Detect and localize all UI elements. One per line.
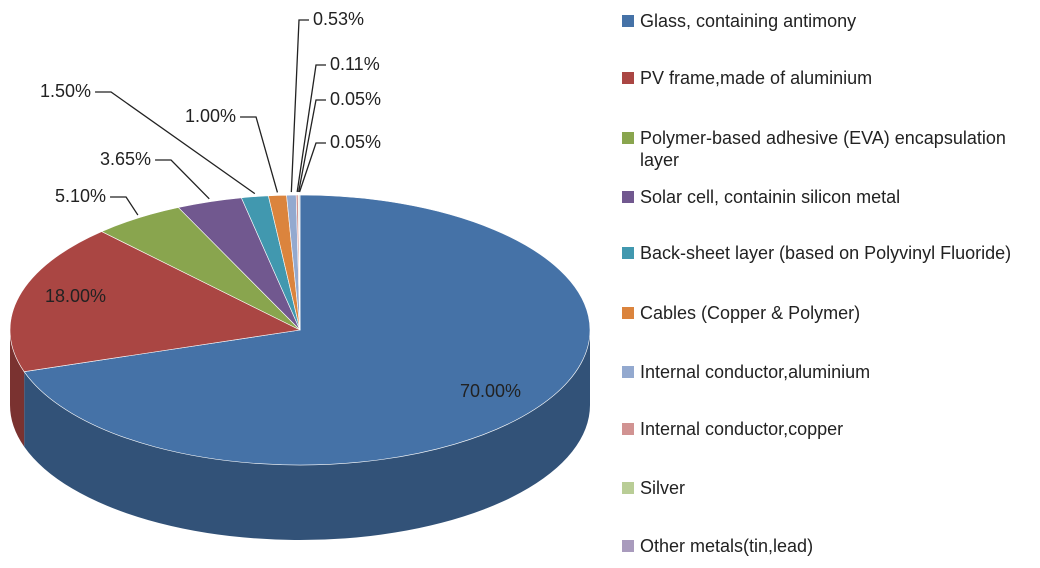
legend-entry: PV frame,made of aluminium — [622, 67, 1037, 89]
legend-label: Polymer-based adhesive (EVA) encapsulati… — [640, 128, 1006, 170]
leader-line — [290, 19, 309, 193]
legend-entry: Other metals(tin,lead) — [622, 535, 1037, 557]
legend-label: PV frame,made of aluminium — [640, 68, 873, 88]
legend-entry: Polymer-based adhesive (EVA) encapsulati… — [622, 127, 1037, 171]
legend-swatch — [622, 247, 634, 259]
legend-swatch — [622, 191, 634, 203]
data-label: 5.10% — [55, 186, 106, 206]
legend-entry: Silver — [622, 477, 1037, 499]
pie-side — [9, 330, 25, 447]
pie-slice — [9, 231, 301, 372]
leader-line — [110, 196, 139, 216]
data-label: 1.50% — [40, 81, 91, 101]
leader-line — [297, 99, 326, 193]
data-label: 70.00% — [460, 381, 521, 401]
legend-label: Glass, containing antimony — [640, 11, 857, 31]
pie-side — [24, 330, 590, 540]
data-label: 1.00% — [185, 106, 236, 126]
leader-line — [296, 64, 326, 193]
data-label: 18.00% — [45, 286, 106, 306]
data-label: 0.05% — [330, 89, 381, 109]
data-label: 0.11% — [330, 54, 380, 74]
legend-entry: Back-sheet layer (based on Polyvinyl Flu… — [622, 242, 1037, 264]
legend-entry: Solar cell, containin silicon metal — [622, 186, 1037, 208]
leader-line — [95, 91, 256, 195]
legend-swatch — [622, 366, 634, 378]
legend-label: Other metals(tin,lead) — [640, 536, 814, 556]
legend-swatch — [622, 540, 634, 552]
legend-label: Cables (Copper & Polymer) — [640, 303, 861, 323]
data-label: 3.65% — [100, 149, 151, 169]
legend-entry: Internal conductor,copper — [622, 418, 1037, 440]
pie-slice — [298, 194, 301, 331]
legend-swatch — [622, 15, 634, 27]
data-label: 0.53% — [313, 9, 364, 29]
legend-entry: Glass, containing antimony — [622, 10, 1037, 32]
legend-entry: Cables (Copper & Polymer) — [622, 302, 1037, 324]
legend-label: Solar cell, containin silicon metal — [640, 187, 901, 207]
legend-label: Silver — [640, 478, 686, 498]
legend-swatch — [622, 132, 634, 144]
legend-swatch — [622, 482, 634, 494]
leader-line — [298, 142, 326, 193]
chart: 70.00% 18.00% 5.10% 3.65% 1.50% 1.00% 0.53% 0.1… — [9, 9, 591, 540]
legend-label: Internal conductor,aluminium — [640, 362, 871, 382]
pie-slice — [23, 194, 591, 466]
legend-label: Internal conductor,copper — [640, 419, 844, 439]
legend-swatch — [622, 72, 634, 84]
legend-entry: Internal conductor,aluminium — [622, 361, 1037, 383]
legend-label: Back-sheet layer (based on Polyvinyl Flu… — [640, 243, 1012, 263]
leader-line — [240, 116, 279, 193]
legend-swatch — [622, 423, 634, 435]
legend-swatch — [622, 307, 634, 319]
leader-line — [155, 159, 210, 200]
data-label: 0.05% — [330, 132, 381, 152]
